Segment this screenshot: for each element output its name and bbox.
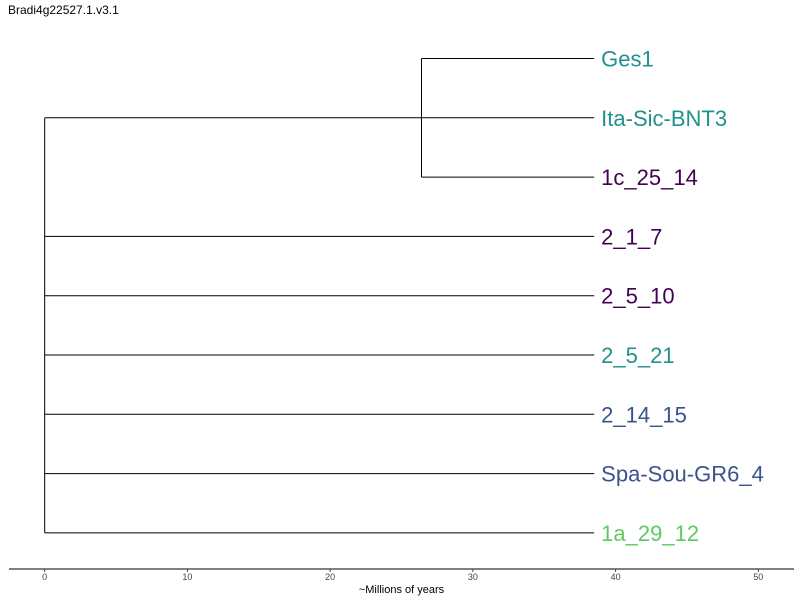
- tip-label: 2_5_21: [601, 343, 674, 368]
- axis-tick-label: 30: [468, 572, 478, 582]
- tip-label: Ges1: [601, 47, 654, 72]
- figure-title: Bradi4g22527.1.v3.1: [8, 3, 119, 17]
- tip-label: 2_14_15: [601, 402, 687, 427]
- tip-label: 2_5_10: [601, 284, 674, 309]
- axis-ticks: 0 10 20 30 40 50: [42, 569, 763, 582]
- tree-edges: [44, 58, 595, 534]
- time-axis: 0 10 20 30 40 50 ~Millions of years: [9, 568, 794, 596]
- tip-label: Ita-Sic-BNT3: [601, 106, 727, 131]
- axis-tick-label: 10: [182, 572, 192, 582]
- axis-tick-label: 20: [325, 572, 335, 582]
- axis-tick-label: 50: [753, 572, 763, 582]
- axis-tick-label: 40: [611, 572, 621, 582]
- tip-label: 1a_29_12: [601, 521, 699, 546]
- tip-label: Spa-Sou-GR6_4: [601, 462, 764, 487]
- tip-labels: Ges1 Ita-Sic-BNT3 1c_25_14 2_1_7 2_5_10 2_5_2…: [601, 47, 764, 546]
- tip-label: 1c_25_14: [601, 165, 698, 190]
- axis-tick-label: 0: [42, 572, 47, 582]
- tip-label: 2_1_7: [601, 224, 662, 249]
- axis-label: ~Millions of years: [359, 584, 445, 596]
